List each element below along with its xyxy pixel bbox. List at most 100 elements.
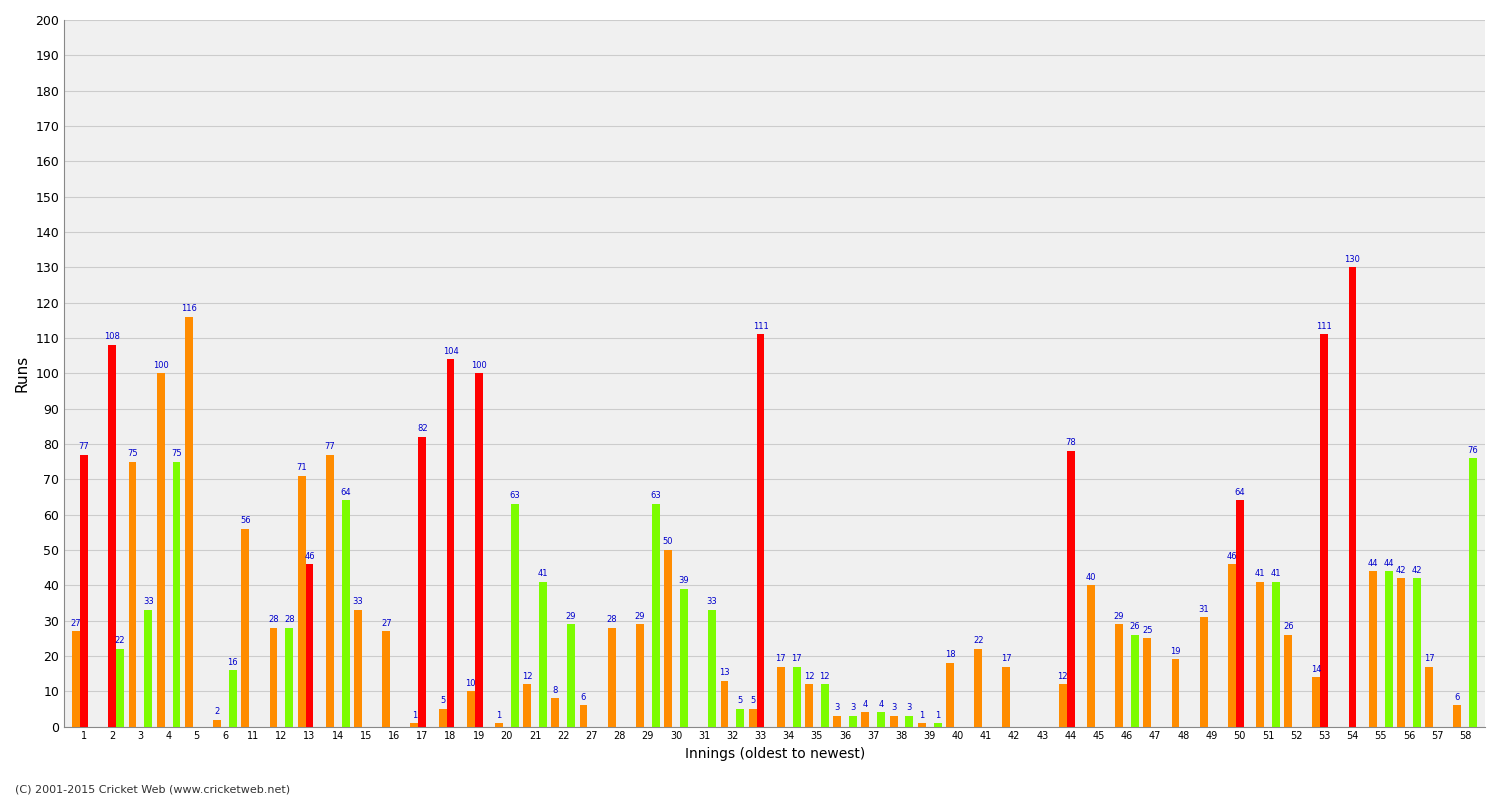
Bar [1059,684,1066,726]
Bar [411,723,419,726]
Text: 29: 29 [634,611,645,621]
Text: 22: 22 [974,636,984,646]
Text: 41: 41 [1256,570,1266,578]
Bar [1256,582,1264,726]
Text: 6: 6 [1455,693,1460,702]
Text: 1: 1 [920,710,924,719]
Bar [567,624,574,726]
Text: 50: 50 [663,538,674,546]
Bar [834,716,842,726]
Bar [230,670,237,726]
Bar [1088,586,1095,726]
Bar [285,628,292,726]
Bar [1370,571,1377,726]
Text: 12: 12 [1058,672,1068,681]
Text: 14: 14 [1311,665,1322,674]
X-axis label: Innings (oldest to newest): Innings (oldest to newest) [684,747,865,761]
Text: 2: 2 [214,707,219,716]
Bar [306,564,314,726]
Text: 3: 3 [850,703,855,713]
Bar [474,374,483,726]
Bar [72,631,80,726]
Bar [1236,501,1244,726]
Text: 1: 1 [496,710,501,719]
Text: 71: 71 [297,463,307,472]
Text: 82: 82 [417,424,428,434]
Text: 100: 100 [471,361,486,370]
Text: 64: 64 [1234,488,1245,497]
Text: 108: 108 [105,333,120,342]
Bar [1002,666,1011,726]
Bar [297,476,306,726]
Bar [1172,659,1179,726]
Bar [1272,582,1280,726]
Bar [1454,706,1461,726]
Text: 130: 130 [1344,254,1360,264]
Bar [1468,458,1478,726]
Text: 41: 41 [537,570,548,578]
Text: 3: 3 [834,703,840,713]
Bar [756,334,765,726]
Text: 33: 33 [142,598,153,606]
Bar [1396,578,1406,726]
Text: 42: 42 [1395,566,1406,574]
Text: 56: 56 [240,516,250,526]
Text: 31: 31 [1198,605,1209,614]
Y-axis label: Runs: Runs [15,354,30,392]
Text: 77: 77 [78,442,90,451]
Text: 78: 78 [1065,438,1076,447]
Text: 27: 27 [70,618,81,628]
Text: 5: 5 [738,696,742,706]
Bar [438,709,447,726]
Bar [664,550,672,726]
Text: 3: 3 [891,703,897,713]
Bar [821,684,830,726]
Bar [1131,634,1138,726]
Text: 17: 17 [1000,654,1011,663]
Bar [80,454,88,726]
Text: 3: 3 [906,703,912,713]
Bar [636,624,644,726]
Bar [1284,634,1292,726]
Text: 4: 4 [879,700,884,709]
Text: 116: 116 [182,304,196,314]
Text: 28: 28 [284,615,294,624]
Bar [242,529,249,726]
Text: 16: 16 [228,658,238,666]
Text: 63: 63 [651,491,662,501]
Bar [680,589,688,726]
Text: 29: 29 [566,611,576,621]
Text: 19: 19 [1170,647,1180,656]
Bar [806,684,813,726]
Bar [1066,451,1074,726]
Bar [158,374,165,726]
Text: 76: 76 [1468,446,1479,454]
Bar [861,713,870,726]
Bar [144,610,152,726]
Bar [1413,578,1420,726]
Bar [1348,267,1356,726]
Text: 44: 44 [1368,558,1378,568]
Text: 111: 111 [753,322,768,331]
Bar [447,359,454,726]
Text: 33: 33 [352,598,363,606]
Text: 12: 12 [819,672,830,681]
Text: 12: 12 [804,672,814,681]
Text: 22: 22 [116,636,126,646]
Text: 25: 25 [1142,626,1152,634]
Text: 26: 26 [1282,622,1293,631]
Text: 12: 12 [522,672,532,681]
Bar [1114,624,1124,726]
Bar [270,628,278,726]
Bar [382,631,390,726]
Bar [512,504,519,726]
Bar [172,462,180,726]
Text: 1: 1 [413,710,417,719]
Bar [736,709,744,726]
Bar [1200,617,1208,726]
Text: 28: 28 [268,615,279,624]
Text: 5: 5 [440,696,446,706]
Bar [708,610,716,726]
Text: 77: 77 [324,442,334,451]
Text: 75: 75 [171,449,182,458]
